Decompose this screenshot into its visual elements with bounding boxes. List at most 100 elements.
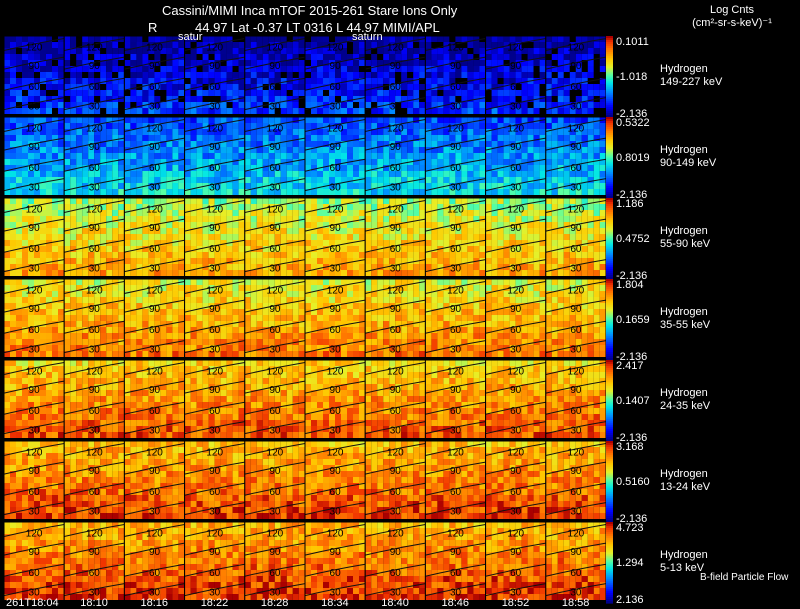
pixel <box>599 141 606 147</box>
pixel <box>172 102 179 108</box>
pixel <box>527 252 534 258</box>
pixel <box>365 228 372 234</box>
pixel <box>232 252 239 258</box>
pixel <box>100 297 107 303</box>
pixel <box>34 183 40 189</box>
pixel <box>262 216 269 222</box>
pixel <box>467 117 474 123</box>
pixel <box>593 270 600 276</box>
pixel <box>10 96 16 102</box>
colorbar-step <box>606 62 613 65</box>
pixel <box>449 177 456 183</box>
pixel <box>443 147 450 153</box>
pixel <box>154 141 161 147</box>
pixel <box>118 72 125 78</box>
pixel <box>545 108 552 114</box>
pixel <box>52 198 58 204</box>
pixel <box>94 279 101 285</box>
contour-line <box>124 77 185 91</box>
pixel <box>485 48 492 54</box>
pixel <box>389 234 396 240</box>
pixel <box>581 123 588 129</box>
colorbar-step <box>606 129 613 132</box>
pixel <box>479 258 486 264</box>
contour-label: 90 <box>330 142 342 153</box>
pixel <box>100 54 107 60</box>
pixel <box>383 159 390 165</box>
pixel <box>226 183 233 189</box>
contour-line <box>64 56 125 70</box>
pixel <box>347 216 353 222</box>
contour-label: 90 <box>149 142 161 153</box>
pixel <box>353 36 359 42</box>
pixel <box>449 117 456 123</box>
pixel <box>413 78 420 84</box>
pixel <box>112 147 119 153</box>
pixel <box>4 60 10 66</box>
pixel <box>34 228 40 234</box>
pixel <box>311 84 317 90</box>
pixel <box>28 258 34 264</box>
pixel <box>46 147 52 153</box>
pixel <box>88 189 95 195</box>
pixel <box>437 240 444 246</box>
pixel <box>190 222 197 228</box>
contour-label: 90 <box>29 61 41 72</box>
pixel <box>413 204 420 210</box>
pixel <box>515 42 522 48</box>
pixel <box>22 36 28 42</box>
pixel <box>575 183 582 189</box>
pixel <box>521 204 528 210</box>
pixel <box>256 204 263 210</box>
pixel <box>365 96 372 102</box>
contour-label: 60 <box>269 244 281 255</box>
pixel <box>58 153 64 159</box>
pixel <box>70 297 77 303</box>
pixel <box>431 216 438 222</box>
pixel <box>148 198 155 204</box>
pixel <box>575 171 582 177</box>
pixel <box>250 264 257 270</box>
pixel <box>329 102 335 108</box>
pixel <box>347 129 353 135</box>
pixel <box>473 189 480 195</box>
pixel <box>533 222 540 228</box>
pixel <box>515 177 522 183</box>
pixel <box>521 42 528 48</box>
pixel <box>208 129 215 135</box>
pixel <box>401 60 408 66</box>
pixel <box>16 189 22 195</box>
pixel <box>112 198 119 204</box>
pixel <box>124 66 131 72</box>
pixel <box>46 303 52 309</box>
pixel <box>100 189 107 195</box>
pixel <box>479 252 486 258</box>
pixel <box>52 309 58 315</box>
pixel <box>413 123 420 129</box>
pixel <box>569 216 576 222</box>
pixel <box>581 60 588 66</box>
pixel <box>305 216 311 222</box>
pixel <box>425 159 432 165</box>
pixel <box>16 270 22 276</box>
pixel <box>407 204 414 210</box>
pixel <box>479 48 486 54</box>
pixel <box>377 171 384 177</box>
pixel <box>112 228 119 234</box>
pixel <box>503 96 510 102</box>
pixel <box>341 108 347 114</box>
contour-label: 120 <box>568 124 585 135</box>
pixel <box>599 90 606 96</box>
pixel <box>154 246 161 252</box>
pixel <box>587 216 594 222</box>
colorbar-step <box>606 56 613 59</box>
pixel <box>341 165 347 171</box>
pixel <box>178 216 185 222</box>
pixel <box>148 189 155 195</box>
pixel <box>22 147 28 153</box>
pixel <box>298 72 305 78</box>
pixel <box>160 54 167 60</box>
pixel <box>389 72 396 78</box>
pixel <box>268 84 275 90</box>
colorbar-step <box>606 147 613 151</box>
